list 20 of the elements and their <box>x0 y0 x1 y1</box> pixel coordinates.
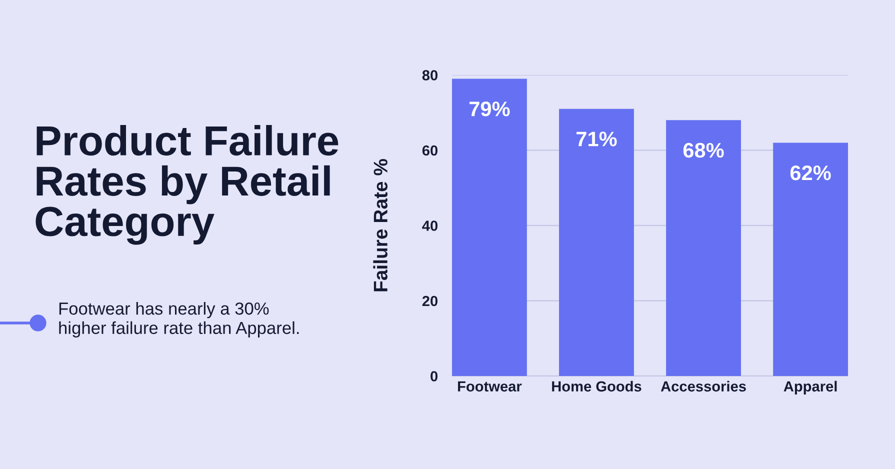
text: Product Failure Rates by Retail Category <box>36 125 338 245</box>
x-tick-label: Accessories <box>660 380 746 392</box>
data-label: 68% <box>683 142 724 158</box>
bar <box>559 108 634 376</box>
bar <box>452 78 527 376</box>
data-label: 62% <box>790 165 831 180</box>
x-tick-label: Home Goods <box>552 380 642 392</box>
y-tick-label: 0 <box>430 371 438 382</box>
y-axis-title: Failure Rate % <box>373 159 388 292</box>
text: Footwear has nearly a 30% higher failure rate than Apparel. <box>59 302 299 338</box>
bar <box>666 120 741 376</box>
x-tick-label: Footwear <box>458 381 522 392</box>
data-label: 71% <box>576 132 617 146</box>
bar <box>773 142 848 376</box>
y-tick-label: 40 <box>422 220 438 231</box>
data-label: 79% <box>470 102 510 116</box>
x-tick-label: Apparel <box>784 380 837 394</box>
y-tick-label: 60 <box>422 145 438 156</box>
y-tick-label: 80 <box>422 70 438 80</box>
y-tick-label: 20 <box>422 296 438 306</box>
